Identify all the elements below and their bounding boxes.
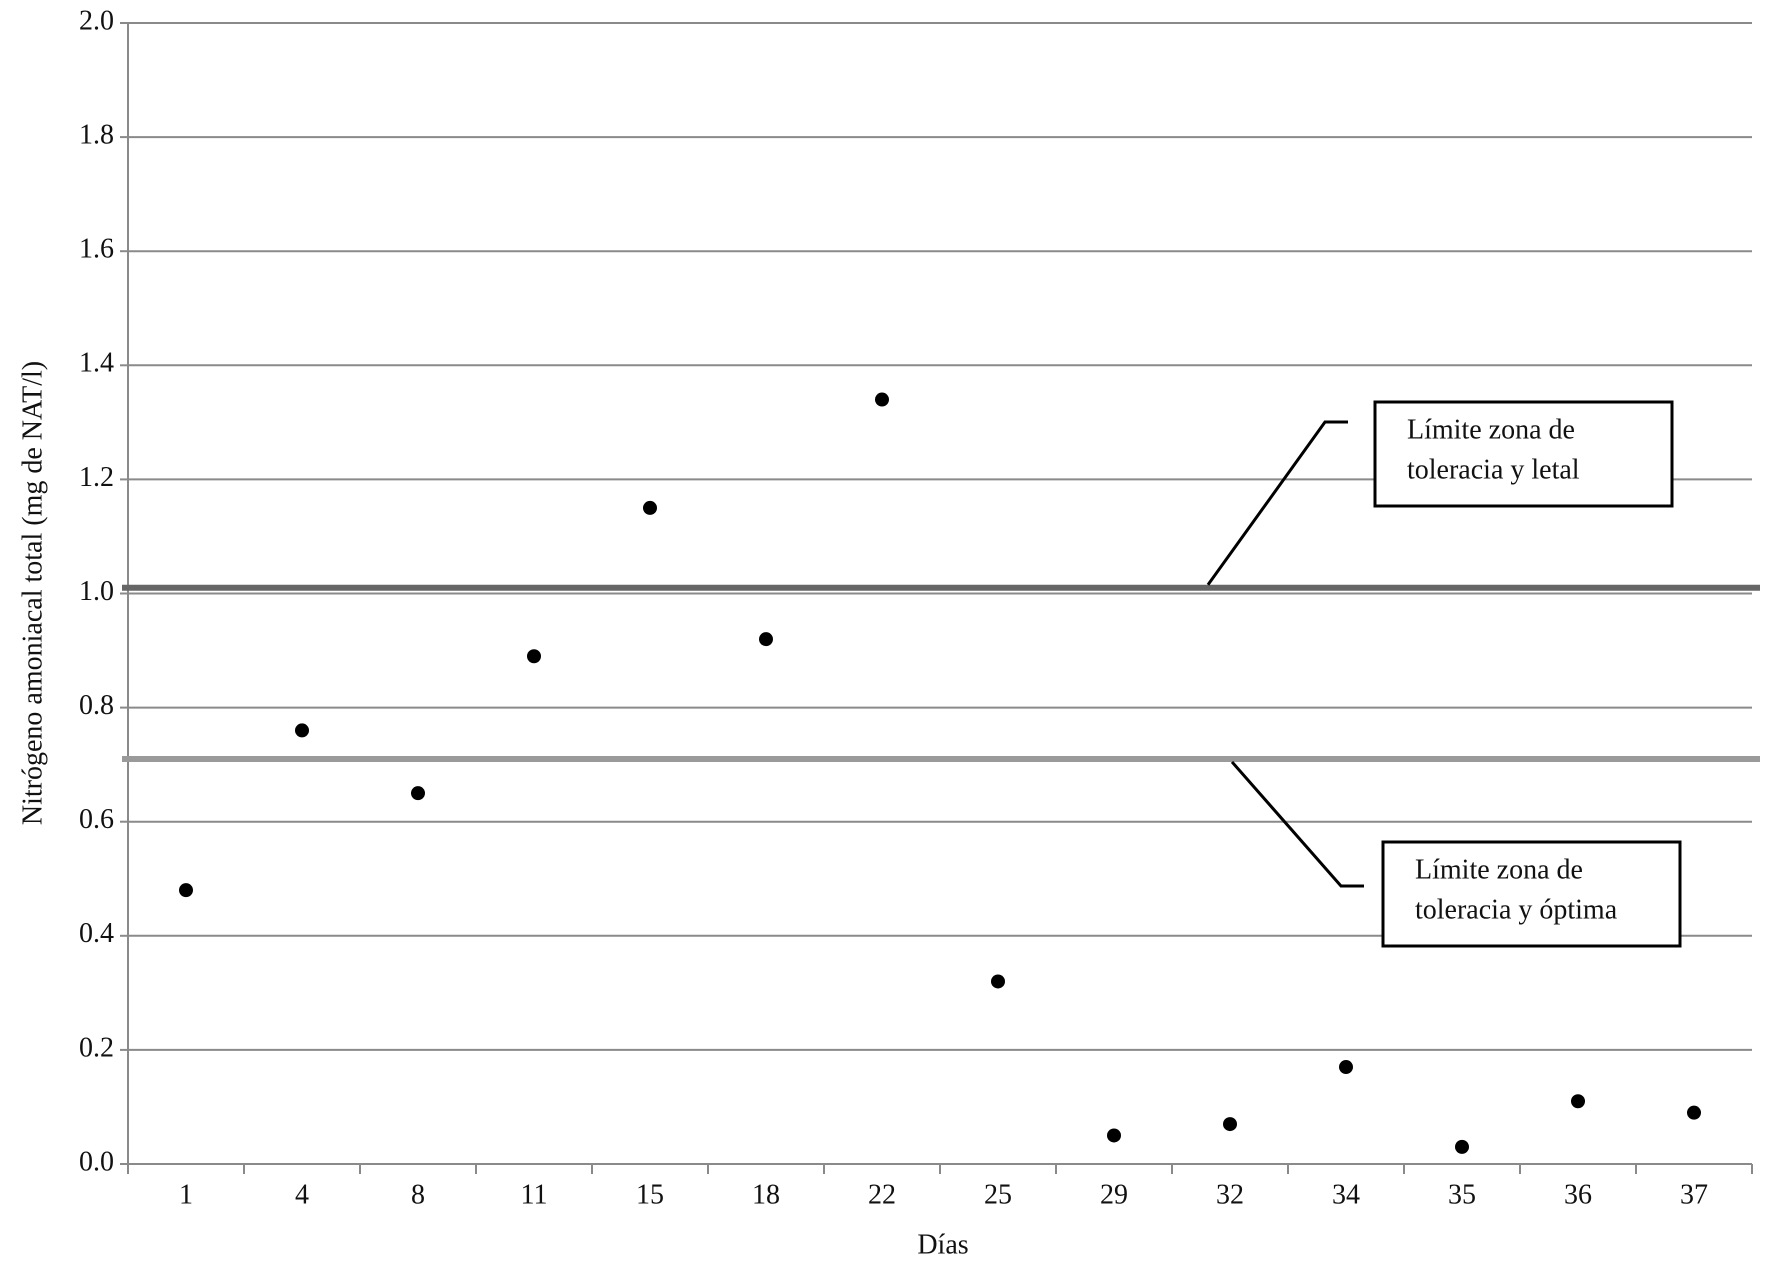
- y-axis-label: Nitrógeno amoniacal total (mg de NAT/l): [17, 361, 48, 825]
- y-tick-label: 0.6: [79, 804, 114, 835]
- y-tick-label: 1.2: [79, 462, 114, 493]
- x-tick-label: 15: [636, 1179, 664, 1210]
- annotation-leader: [1206, 420, 1348, 586]
- point: [1687, 1105, 1701, 1120]
- point: [527, 649, 541, 664]
- y-tick-label: 0.0: [79, 1146, 114, 1177]
- annotation-box: [1381, 840, 1682, 948]
- point: [179, 883, 193, 898]
- point: [1223, 1117, 1237, 1132]
- point: [1339, 1060, 1353, 1075]
- y-tick-label: 2.0: [79, 5, 114, 36]
- x-axis-label: Días: [917, 1229, 968, 1260]
- annotation-text: Límite zona de: [1415, 854, 1583, 885]
- annotation-text: toleracia y óptima: [1415, 894, 1618, 925]
- point: [875, 392, 889, 407]
- x-tick-label: 35: [1448, 1179, 1476, 1210]
- point: [1571, 1094, 1585, 1109]
- x-tick-label: 11: [521, 1179, 548, 1210]
- point: [295, 723, 309, 738]
- x-tick-label: 34: [1332, 1179, 1360, 1210]
- y-tick-label: 1.6: [79, 234, 114, 265]
- x-tick-label: 4: [295, 1179, 309, 1210]
- y-tick-label: 0.8: [79, 690, 114, 721]
- y-tick-label: 1.0: [79, 576, 114, 607]
- x-tick-label: 18: [752, 1179, 780, 1210]
- x-tick-label: 37: [1680, 1179, 1708, 1210]
- point: [643, 500, 657, 515]
- point: [1455, 1139, 1469, 1154]
- annotation-text: toleracia y letal: [1407, 454, 1580, 485]
- annotation-leader: [1230, 760, 1364, 888]
- annotation-box: [1373, 400, 1674, 508]
- x-tick-label: 36: [1564, 1179, 1592, 1210]
- x-tick-label: 8: [411, 1179, 425, 1210]
- y-tick-label: 1.4: [79, 348, 114, 379]
- x-tick-label: 1: [179, 1179, 193, 1210]
- x-tick-label: 22: [868, 1179, 896, 1210]
- point: [411, 786, 425, 801]
- x-tick-label: 29: [1100, 1179, 1128, 1210]
- point: [1107, 1128, 1121, 1143]
- annotation-text: Límite zona de: [1407, 414, 1575, 445]
- point: [991, 974, 1005, 989]
- x-tick-label: 25: [984, 1179, 1012, 1210]
- y-tick-label: 0.4: [79, 918, 114, 949]
- x-tick-label: 32: [1216, 1179, 1244, 1210]
- y-tick-label: 0.2: [79, 1032, 114, 1063]
- point: [759, 632, 773, 647]
- y-tick-label: 1.8: [79, 120, 114, 151]
